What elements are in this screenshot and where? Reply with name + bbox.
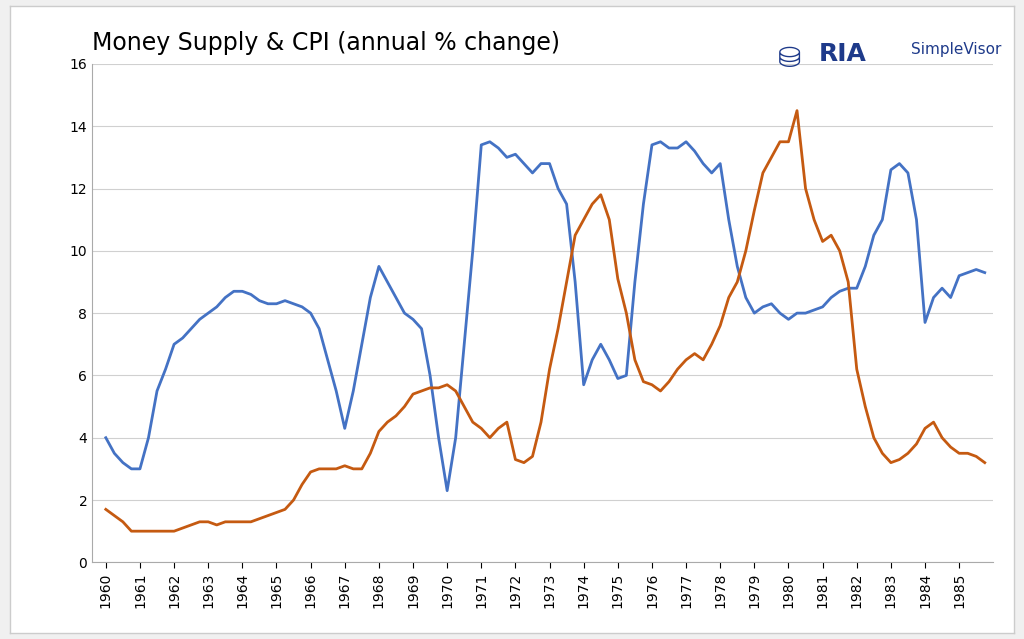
M2 Money Supply [99,434,112,442]
CPI [330,465,342,473]
M2 Money Supply [979,269,991,277]
M2 Money Supply [483,138,496,146]
CPI [979,459,991,466]
Text: RIA: RIA [819,42,867,66]
CPI [365,449,377,457]
M2 Money Supply [322,356,334,364]
Text: ⛁: ⛁ [778,45,802,73]
Text: SimpleVisor: SimpleVisor [911,42,1001,56]
Line: CPI: CPI [105,111,985,531]
Text: Money Supply & CPI (annual % change): Money Supply & CPI (annual % change) [92,31,560,55]
CPI [791,107,803,114]
M2 Money Supply [355,341,368,348]
M2 Money Supply [919,319,931,327]
CPI [919,424,931,432]
M2 Money Supply [441,487,454,495]
CPI [544,366,556,373]
CPI [99,505,112,513]
CPI [125,527,137,535]
M2 Money Supply [962,269,974,277]
CPI [962,449,974,457]
CPI [134,527,146,535]
Line: M2 Money Supply: M2 Money Supply [105,142,985,491]
M2 Money Supply [125,465,137,473]
M2 Money Supply [552,185,564,192]
